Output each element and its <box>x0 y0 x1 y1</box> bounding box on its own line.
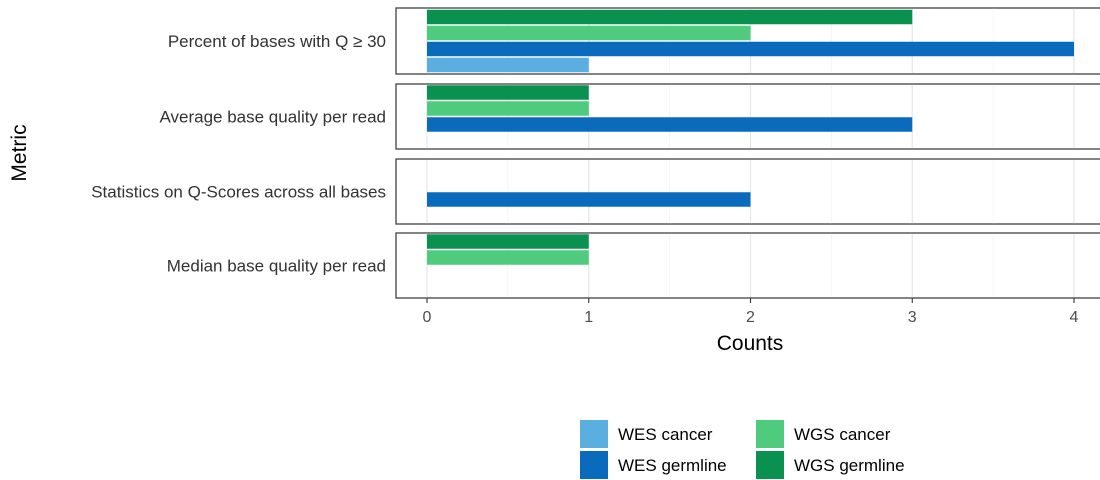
bar-wes-germline-percent-of-bases-with-q-30 <box>427 42 1074 57</box>
bar-wgs-germline-average-base-quality-per-read <box>427 85 589 100</box>
bar-wgs-germline-percent-of-bases-with-q-30 <box>427 10 912 25</box>
facet-panel <box>396 159 1100 224</box>
category-label-percent-of-bases-with-q-30: Percent of bases with Q ≥ 30 <box>168 32 386 51</box>
bar-wgs-cancer-average-base-quality-per-read <box>427 101 589 116</box>
x-tick-label: 2 <box>746 309 755 326</box>
legend-label-wgs-germline: WGS germline <box>794 456 905 475</box>
bar-wgs-cancer-median-base-quality-per-read <box>427 250 589 265</box>
x-tick-label: 0 <box>423 309 432 326</box>
y-axis-title: Metric <box>8 124 31 181</box>
legend-label-wes-germline: WES germline <box>618 456 727 475</box>
legend-swatch-wes-germline <box>580 451 608 479</box>
legend-swatch-wgs-germline <box>756 451 784 479</box>
legend-label-wes-cancer: WES cancer <box>618 425 713 444</box>
x-tick-label: 4 <box>1070 309 1079 326</box>
category-label-average-base-quality-per-read: Average base quality per read <box>159 108 386 127</box>
category-label-median-base-quality-per-read: Median base quality per read <box>167 257 386 276</box>
legend-swatch-wgs-cancer <box>756 420 784 448</box>
bar-wes-germline-average-base-quality-per-read <box>427 117 912 132</box>
x-tick-label: 1 <box>584 309 593 326</box>
bar-wgs-cancer-percent-of-bases-with-q-30 <box>427 26 751 41</box>
legend-label-wgs-cancer: WGS cancer <box>794 425 891 444</box>
bar-wes-cancer-percent-of-bases-with-q-30 <box>427 58 589 73</box>
x-tick-label: 3 <box>908 309 917 326</box>
category-label-statistics-on-q-scores-across-all-bases: Statistics on Q-Scores across all bases <box>91 183 386 202</box>
bar-wgs-germline-median-base-quality-per-read <box>427 234 589 249</box>
legend-swatch-wes-cancer <box>580 420 608 448</box>
bar-wes-germline-statistics-on-q-scores-across-all-bases <box>427 192 751 207</box>
x-axis-title: Counts <box>717 332 784 355</box>
